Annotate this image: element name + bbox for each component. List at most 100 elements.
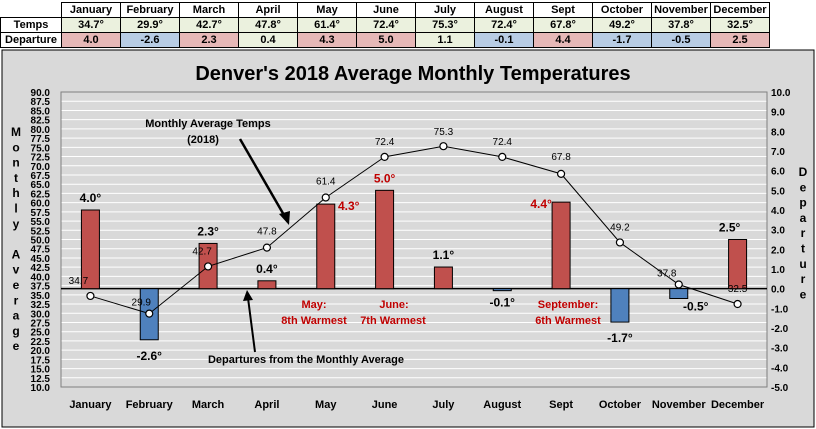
right-axis-label-letter: r — [801, 226, 806, 240]
x-tick-label: June — [372, 399, 398, 411]
left-tick-label: 62.5 — [31, 189, 51, 200]
departure-data-label: -1.7° — [607, 331, 633, 345]
departure-bar — [492, 288, 512, 292]
left-tick-label: 47.5 — [31, 245, 51, 256]
temperature-point — [262, 243, 272, 252]
june-note-line1: June: — [379, 299, 408, 311]
left-tick-label: 42.5 — [31, 263, 51, 274]
departure-cell: 0.4 — [238, 32, 298, 48]
right-tick-label: 8.0 — [771, 127, 785, 138]
temperature-line — [86, 142, 742, 318]
right-tick-label: 7.0 — [771, 147, 785, 158]
departure-bar — [257, 280, 277, 290]
right-axis-label-letter: a — [800, 211, 807, 225]
departure-data-label: 5.0° — [374, 171, 396, 185]
temp-cell: 49.2° — [592, 17, 652, 33]
right-tick-label: -3.0 — [771, 344, 789, 355]
x-tick-label: March — [192, 399, 225, 411]
temp-cell: 72.4° — [356, 17, 416, 33]
bar-annotation: Departures from the Monthly Average — [208, 354, 404, 366]
departure-cell: 2.3 — [179, 32, 239, 48]
temperature-data-label: 29.9 — [132, 298, 152, 309]
departure-bars — [80, 189, 748, 341]
x-tick-label: August — [483, 399, 521, 411]
may-note-line2: 8th Warmest — [281, 315, 347, 327]
line-annotation-arrowhead — [279, 211, 290, 225]
departure-bar — [728, 239, 748, 290]
temperature-point — [321, 193, 330, 202]
right-axis-label-letter: e — [800, 287, 807, 301]
left-tick-label: 40.0 — [31, 272, 51, 283]
right-axis-label-letter: t — [801, 242, 805, 256]
temperature-point — [86, 291, 95, 301]
left-axis-label-letter: e — [13, 339, 20, 353]
departure-cell: 1.1 — [415, 32, 475, 48]
temperature-point — [203, 262, 213, 271]
left-tick-label: 87.5 — [31, 97, 51, 108]
data-labels: 34.7 29.9 42.7 47.8 61.4 72.4 75.3 72.4 67.8 49.2… — [69, 127, 748, 363]
temperature-data-label: 67.8 — [551, 152, 571, 163]
temp-cell: 72.4° — [474, 17, 534, 33]
right-tick-label: -5.0 — [771, 383, 789, 394]
temperature-line-path — [90, 145, 738, 315]
temperature-data-label: 75.3 — [434, 127, 454, 138]
bar-annotation-arrow — [247, 297, 256, 353]
right-axis-label-letter: r — [801, 272, 806, 286]
x-tick-label: November — [652, 399, 707, 411]
left-axis-label-letter: a — [13, 309, 20, 323]
june-note-line2: 7th Warmest — [360, 315, 426, 327]
temp-cell: 29.9° — [120, 17, 180, 33]
temperature-point — [674, 280, 683, 289]
right-tick-label: 6.0 — [771, 167, 785, 178]
left-tick-label: 57.5 — [31, 208, 51, 219]
departure-bar — [433, 266, 453, 290]
right-tick-label: 5.0 — [771, 186, 785, 197]
departure-data-label: 2.5° — [719, 221, 741, 235]
departure-cell: -0.1 — [474, 32, 534, 48]
departure-bar — [669, 288, 689, 299]
left-tick-label: 15.0 — [31, 365, 51, 376]
temps-row: Temps 34.7° 29.9° 42.7° 47.8° 61.4° 72.4… — [0, 17, 770, 33]
left-tick-label: 70.0 — [31, 162, 51, 173]
temperature-data-label: 42.7 — [192, 246, 212, 257]
left-axis-label-letter: M — [11, 125, 21, 139]
left-axis-label-letter: r — [14, 293, 19, 307]
temperature-data-label: 47.8 — [257, 227, 277, 238]
month-header-cell: October — [592, 2, 652, 18]
left-tick-label: 75.0 — [31, 143, 51, 154]
departure-data-label: 1.1° — [433, 248, 455, 262]
left-tick-label: 52.5 — [31, 226, 51, 237]
departure-bar — [551, 201, 571, 290]
header-table: January February March April May June Ju… — [0, 2, 770, 48]
temperature-point — [615, 238, 625, 247]
departure-bar — [375, 189, 395, 290]
left-axis-label-letter: e — [13, 278, 20, 292]
right-tick-label: 10.0 — [771, 88, 791, 99]
right-tick-label: -4.0 — [771, 363, 789, 374]
departure-data-label: 4.3° — [338, 199, 360, 213]
x-tick-label: January — [69, 399, 112, 411]
line-annotation-line2: (2018) — [187, 134, 219, 146]
departure-cell: 4.3 — [297, 32, 357, 48]
sept-note-line2: 6th Warmest — [535, 315, 601, 327]
departure-bar — [316, 203, 336, 290]
departure-row: Departure 4.0 -2.6 2.3 0.4 4.3 5.0 1.1 -… — [0, 32, 770, 48]
left-axis-label-letter: A — [12, 247, 21, 261]
departure-data-label: -0.1° — [490, 296, 516, 310]
temp-cell: 42.7° — [179, 17, 239, 33]
x-tick-label: July — [432, 399, 455, 411]
left-tick-label: 45.0 — [31, 254, 51, 265]
left-axis-label-letter: t — [14, 171, 18, 185]
plot-frame — [60, 91, 768, 388]
header-month-row: January February March April May June Ju… — [1, 2, 770, 18]
left-tick-label: 80.0 — [31, 125, 51, 136]
temperature-data-label: 72.4 — [493, 137, 513, 148]
right-tick-label: 1.0 — [771, 265, 785, 276]
line-annotation-line1: Monthly Average Temps — [145, 118, 271, 130]
temperature-data-label: 37.8 — [657, 268, 677, 279]
left-tick-label: 77.5 — [31, 134, 51, 145]
right-tick-label: -2.0 — [771, 324, 789, 335]
temp-cell: 67.8° — [533, 17, 593, 33]
